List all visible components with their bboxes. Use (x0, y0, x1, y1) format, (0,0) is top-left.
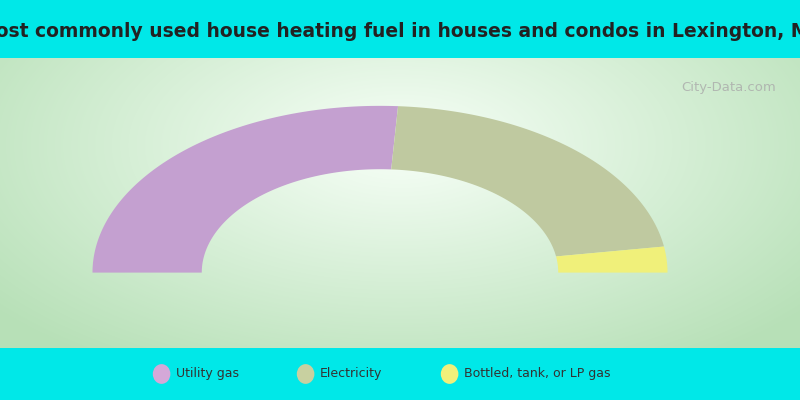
Text: Electricity: Electricity (320, 368, 382, 380)
Ellipse shape (441, 364, 458, 384)
Polygon shape (93, 106, 398, 273)
Polygon shape (556, 246, 667, 273)
Text: Utility gas: Utility gas (176, 368, 239, 380)
Text: Most commonly used house heating fuel in houses and condos in Lexington, MS: Most commonly used house heating fuel in… (0, 22, 800, 41)
Ellipse shape (297, 364, 314, 384)
Ellipse shape (153, 364, 170, 384)
Polygon shape (391, 106, 664, 256)
Text: Bottled, tank, or LP gas: Bottled, tank, or LP gas (464, 368, 610, 380)
Text: City-Data.com: City-Data.com (682, 81, 776, 94)
